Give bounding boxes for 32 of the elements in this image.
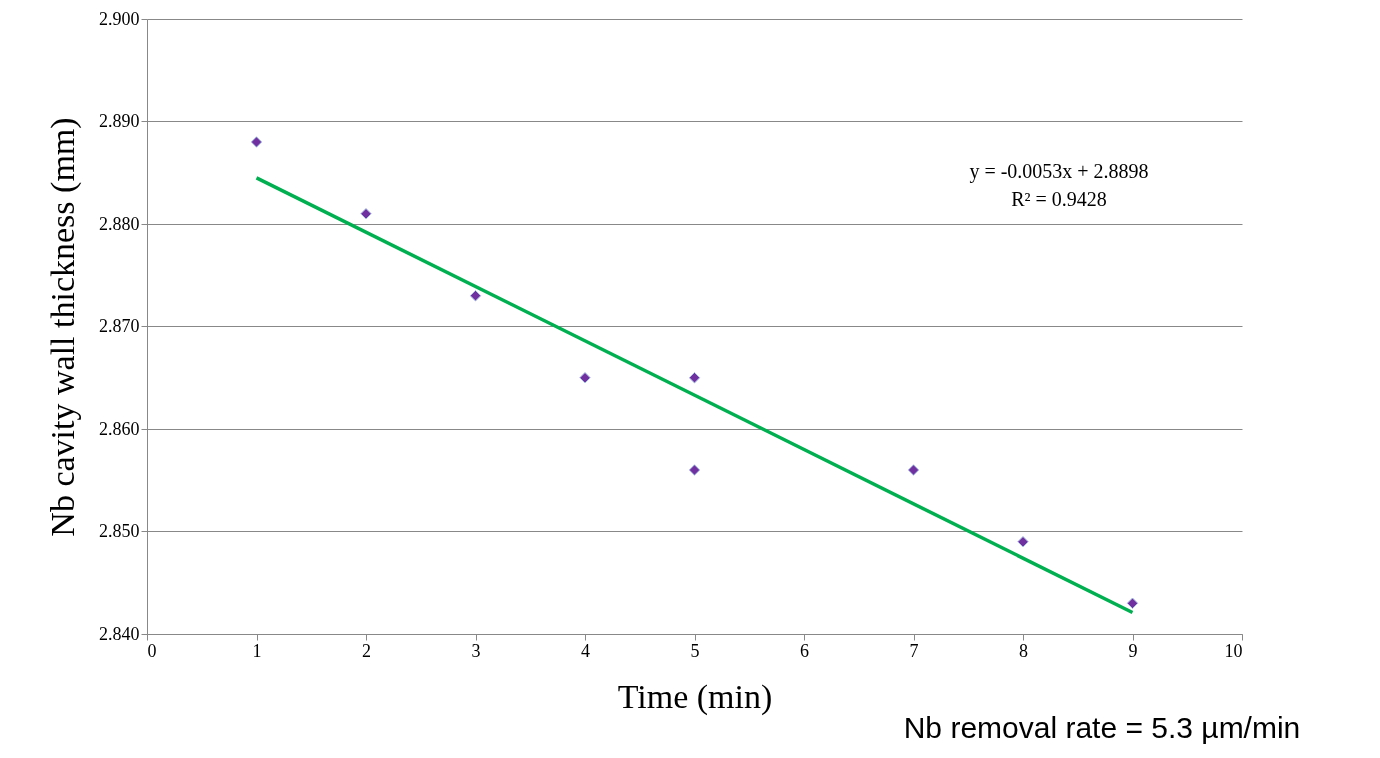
- x-axis-title: Time (min): [617, 677, 773, 716]
- y-axis-title: Nb cavity wall thickness (mm): [44, 117, 82, 537]
- x-tick-label: 7: [909, 640, 919, 661]
- point: [469, 290, 482, 302]
- text: Nb removal rate = 5.3 µm/min: [903, 711, 1301, 744]
- point: [579, 372, 591, 384]
- point: [360, 208, 372, 220]
- x-tick-label: 3: [471, 640, 481, 661]
- x-tick-label: 2: [362, 640, 371, 661]
- x-tick-label: 5: [690, 640, 700, 661]
- y-tick-label: 2.880: [99, 213, 140, 234]
- y-tick-label: 2.900: [99, 8, 140, 29]
- x-tick-label: 4: [581, 640, 590, 661]
- annotation: y = -0.0053x + 2.8898: [969, 160, 1149, 183]
- point: [250, 136, 263, 148]
- x-tick-label: 0: [147, 640, 157, 661]
- x-tick-label: 1: [252, 640, 262, 661]
- x-tick-label: 9: [1128, 640, 1138, 661]
- point: [688, 372, 701, 384]
- y-tick-label: 2.860: [99, 418, 140, 439]
- y-tick-label: 2.850: [99, 521, 140, 541]
- y-tick-label: 2.840: [99, 623, 140, 644]
- y-tick-label: 2.890: [99, 111, 140, 131]
- x-tick-label: 10: [1224, 640, 1243, 661]
- y-tick-label: 2.870: [99, 316, 140, 336]
- x-tick-label: 8: [1019, 640, 1028, 661]
- annotation: R² = 0.9428: [1011, 188, 1107, 210]
- point: [1126, 597, 1139, 609]
- x-tick-label: 6: [800, 640, 809, 661]
- point: [907, 464, 920, 476]
- point: [1017, 536, 1029, 548]
- point: [688, 464, 701, 476]
